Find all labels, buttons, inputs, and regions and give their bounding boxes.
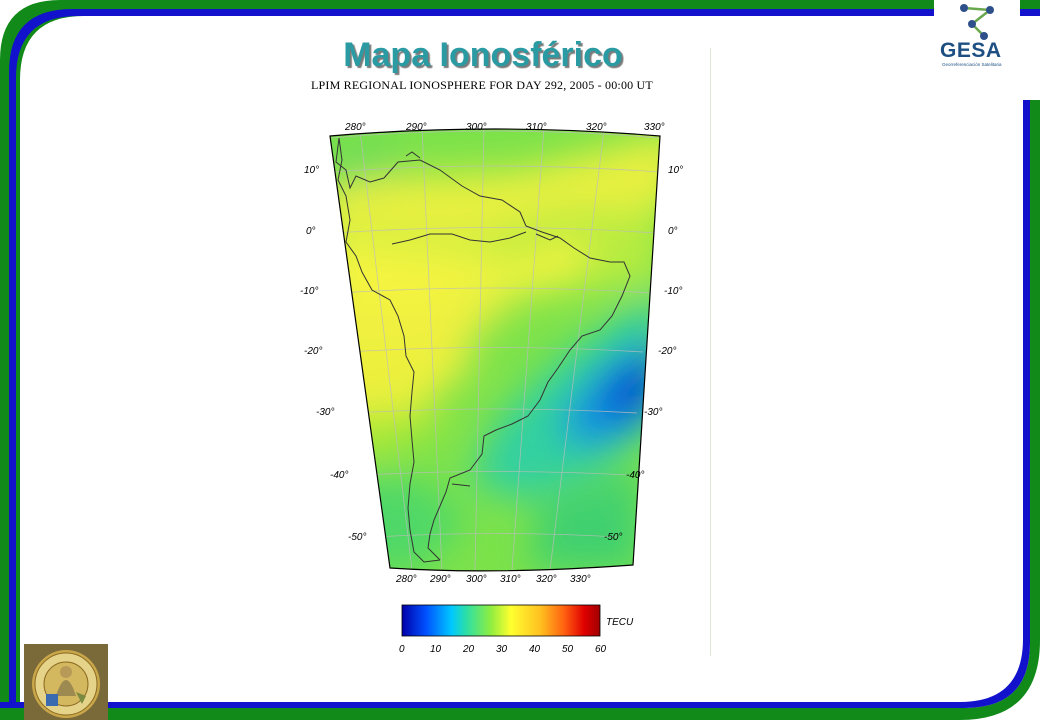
colorbar-tick: 0	[399, 644, 405, 655]
lon-bottom-labels: 280° 290° 300° 310° 320° 330°	[395, 574, 591, 585]
molecule-icon	[960, 4, 994, 40]
lon-top-label: 330°	[644, 122, 665, 133]
lon-bottom-label: 290°	[429, 574, 451, 585]
map-subtitle: LPIM REGIONAL IONOSPHERE FOR DAY 292, 20…	[311, 78, 653, 92]
lon-bottom-label: 320°	[536, 574, 557, 585]
logo-text: GESA	[940, 39, 1002, 62]
colorbar-tick: 30	[496, 644, 508, 655]
university-seal-icon	[24, 644, 108, 720]
lon-bottom-label: 280°	[395, 574, 417, 585]
lon-top-label: 290°	[405, 122, 427, 133]
lon-bottom-label: 310°	[500, 574, 521, 585]
lat-right-label: 10°	[668, 165, 683, 176]
colorbar-gradient	[401, 604, 601, 637]
colorbar: TECU 0 10 20 30 40 50 60	[399, 604, 634, 655]
lon-top-label: 320°	[586, 122, 607, 133]
lat-right-label: -30°	[644, 407, 662, 418]
lat-left-label: -40°	[330, 470, 348, 481]
colorbar-tick: 10	[430, 644, 442, 655]
lat-right-label: -40°	[626, 470, 644, 481]
logo-tagline: Georreferenciación Satelitaria	[942, 62, 1002, 67]
separator-line	[710, 48, 711, 656]
coastline	[335, 137, 631, 563]
lat-right-label: -20°	[658, 346, 676, 357]
lat-left-label: -50°	[348, 532, 366, 543]
lon-bottom-label: 330°	[570, 574, 591, 585]
lat-left-label: -20°	[304, 346, 322, 357]
lat-left-label: 10°	[304, 165, 319, 176]
tec-field	[330, 129, 660, 571]
lat-left-labels: 10° 0° -10° -20° -30° -40° -50°	[300, 165, 366, 543]
colorbar-tick: 50	[562, 644, 574, 655]
colorbar-tick: 40	[529, 644, 541, 655]
colorbar-unit: TECU	[606, 617, 634, 628]
colorbar-tick: 60	[595, 644, 607, 655]
lon-bottom-label: 300°	[466, 574, 487, 585]
lon-top-labels: 280° 290° 300° 310° 320° 330°	[344, 122, 665, 133]
lat-right-label: 0°	[668, 226, 678, 237]
lat-right-label: -50°	[604, 532, 622, 543]
lat-left-label: -10°	[300, 286, 318, 297]
lat-left-label: 0°	[306, 226, 316, 237]
lon-top-label: 280°	[344, 122, 366, 133]
lat-right-label: -10°	[664, 286, 682, 297]
lon-top-label: 310°	[526, 122, 547, 133]
gesa-logo: GESA Georreferenciación Satelitaria	[934, 0, 1020, 76]
colorbar-tick: 20	[462, 644, 475, 655]
lat-left-label: -30°	[316, 407, 334, 418]
slide-title: Mapa Ionosférico	[343, 36, 623, 74]
lon-top-label: 300°	[466, 122, 487, 133]
lat-right-labels: 10° 0° -10° -20° -30° -40° -50°	[604, 165, 683, 543]
